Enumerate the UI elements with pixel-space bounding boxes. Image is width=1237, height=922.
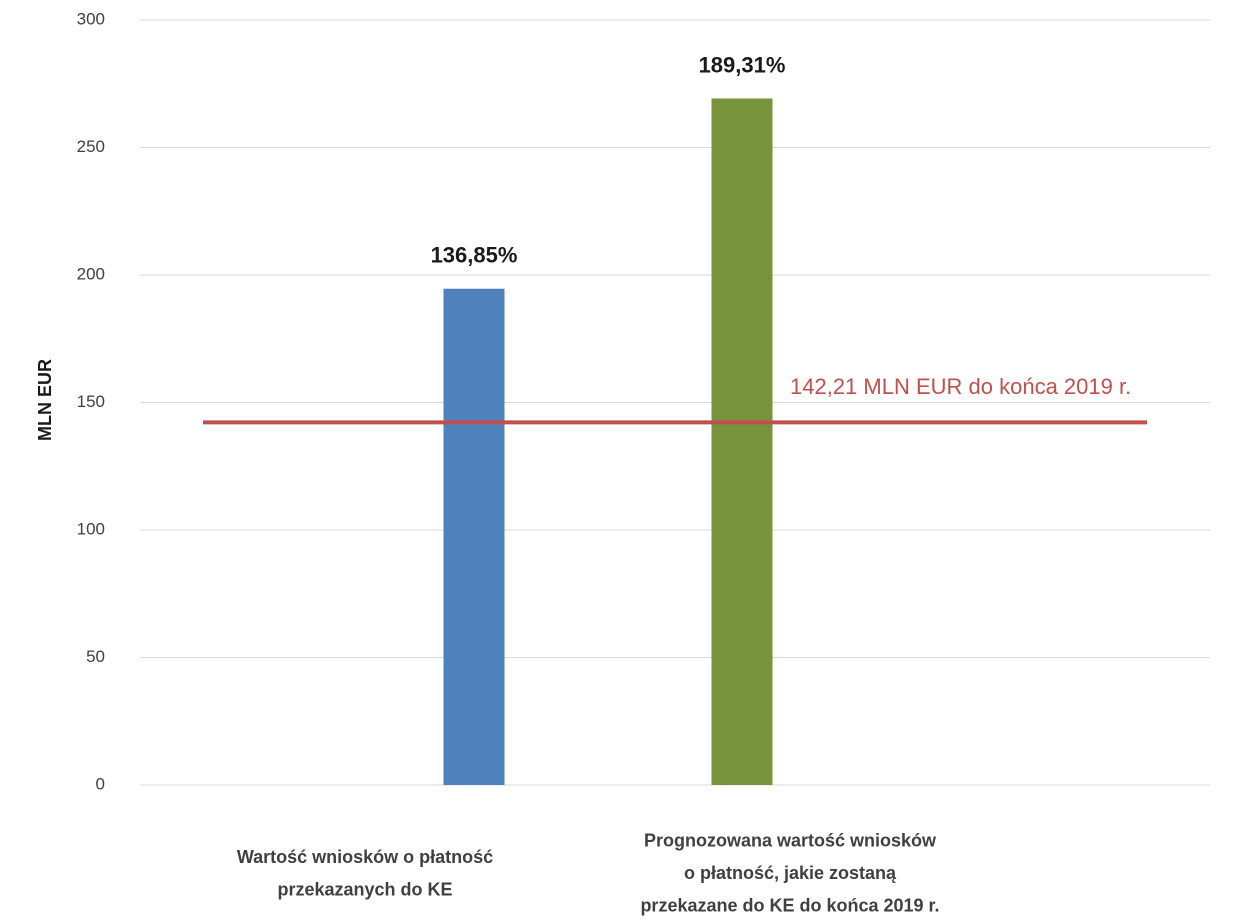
y-tick-label: 0: [96, 774, 105, 793]
y-axis-label: MLN EUR: [35, 359, 55, 441]
bar: [443, 288, 505, 785]
y-tick-label: 50: [86, 647, 105, 666]
data-label: 136,85%: [431, 243, 518, 268]
y-tick-label: 300: [77, 9, 105, 28]
reference-label: 142,21 MLN EUR do końca 2019 r.: [790, 374, 1131, 399]
y-tick-label: 250: [77, 137, 105, 156]
y-tick-label: 200: [77, 264, 105, 283]
data-label: 189,31%: [699, 52, 786, 77]
bar: [711, 98, 773, 785]
x-tick-label: przekazane do KE do końca 2019 r.: [640, 896, 939, 916]
y-tick-label: 150: [77, 392, 105, 411]
x-tick-label: przekazanych do KE: [277, 879, 452, 899]
x-tick-label: Prognozowana wartość wniosków: [644, 831, 937, 851]
y-tick-label: 100: [77, 519, 105, 538]
x-tick-label: Wartość wniosków o płatność: [237, 847, 493, 867]
x-tick-label: o płatność, jakie zostaną: [684, 863, 897, 883]
